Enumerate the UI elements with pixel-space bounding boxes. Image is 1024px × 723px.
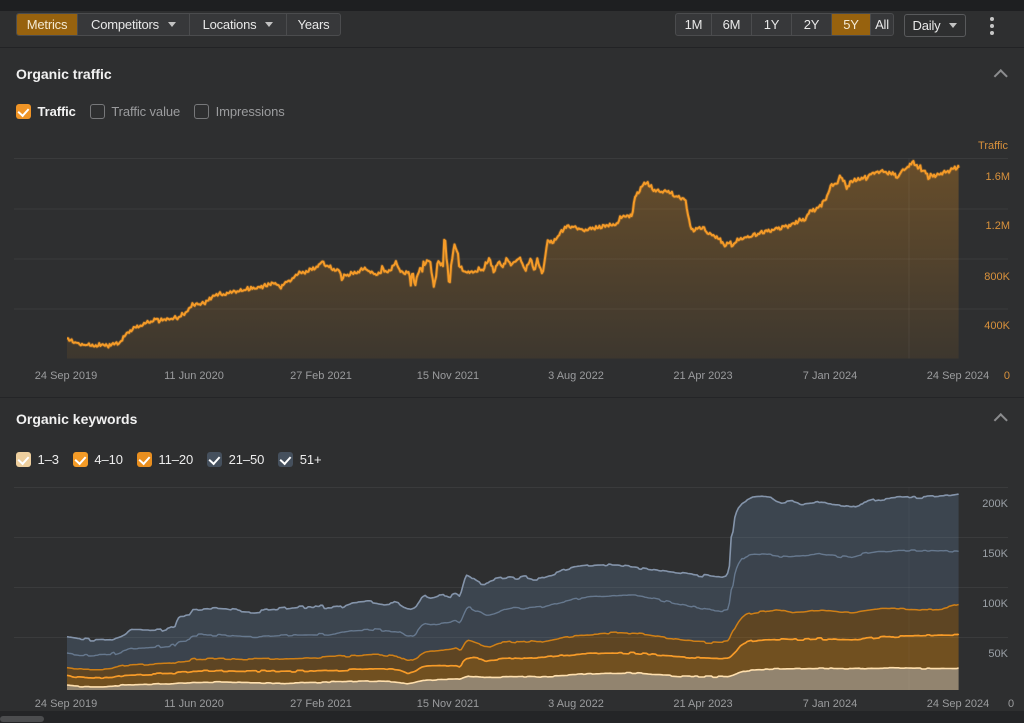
- svg-text:15 Nov 2021: 15 Nov 2021: [417, 698, 479, 710]
- svg-text:24 Sep 2024: 24 Sep 2024: [927, 370, 989, 382]
- svg-text:7 Jan 2024: 7 Jan 2024: [803, 698, 857, 710]
- svg-text:1.6M: 1.6M: [986, 171, 1010, 183]
- svg-text:50K: 50K: [988, 648, 1008, 660]
- svg-text:150K: 150K: [982, 548, 1008, 560]
- svg-text:3 Aug 2022: 3 Aug 2022: [548, 370, 604, 382]
- svg-text:7 Jan 2024: 7 Jan 2024: [803, 370, 857, 382]
- svg-text:200K: 200K: [982, 498, 1008, 510]
- svg-text:24 Sep 2024: 24 Sep 2024: [927, 698, 989, 710]
- svg-text:24 Sep 2019: 24 Sep 2019: [35, 370, 97, 382]
- svg-text:1.2M: 1.2M: [986, 220, 1010, 232]
- svg-text:400K: 400K: [984, 320, 1010, 332]
- svg-text:24 Sep 2019: 24 Sep 2019: [35, 698, 97, 710]
- svg-text:15 Nov 2021: 15 Nov 2021: [417, 370, 479, 382]
- svg-text:Traffic: Traffic: [978, 140, 1008, 152]
- svg-text:21 Apr 2023: 21 Apr 2023: [673, 370, 732, 382]
- svg-text:27 Feb 2021: 27 Feb 2021: [290, 698, 352, 710]
- svg-text:11 Jun 2020: 11 Jun 2020: [164, 370, 224, 382]
- svg-text:0: 0: [1004, 370, 1010, 382]
- svg-text:21 Apr 2023: 21 Apr 2023: [673, 698, 732, 710]
- svg-text:27 Feb 2021: 27 Feb 2021: [290, 370, 352, 382]
- svg-text:0: 0: [1008, 698, 1014, 710]
- svg-text:800K: 800K: [984, 271, 1010, 283]
- svg-text:11 Jun 2020: 11 Jun 2020: [164, 698, 224, 710]
- svg-text:100K: 100K: [982, 598, 1008, 610]
- svg-text:3 Aug 2022: 3 Aug 2022: [548, 698, 604, 710]
